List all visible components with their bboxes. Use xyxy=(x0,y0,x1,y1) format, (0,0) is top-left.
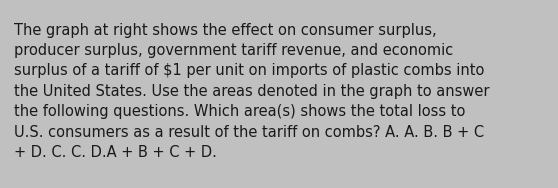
Text: The graph at right shows the effect on consumer surplus,
producer surplus, gover: The graph at right shows the effect on c… xyxy=(14,23,489,160)
